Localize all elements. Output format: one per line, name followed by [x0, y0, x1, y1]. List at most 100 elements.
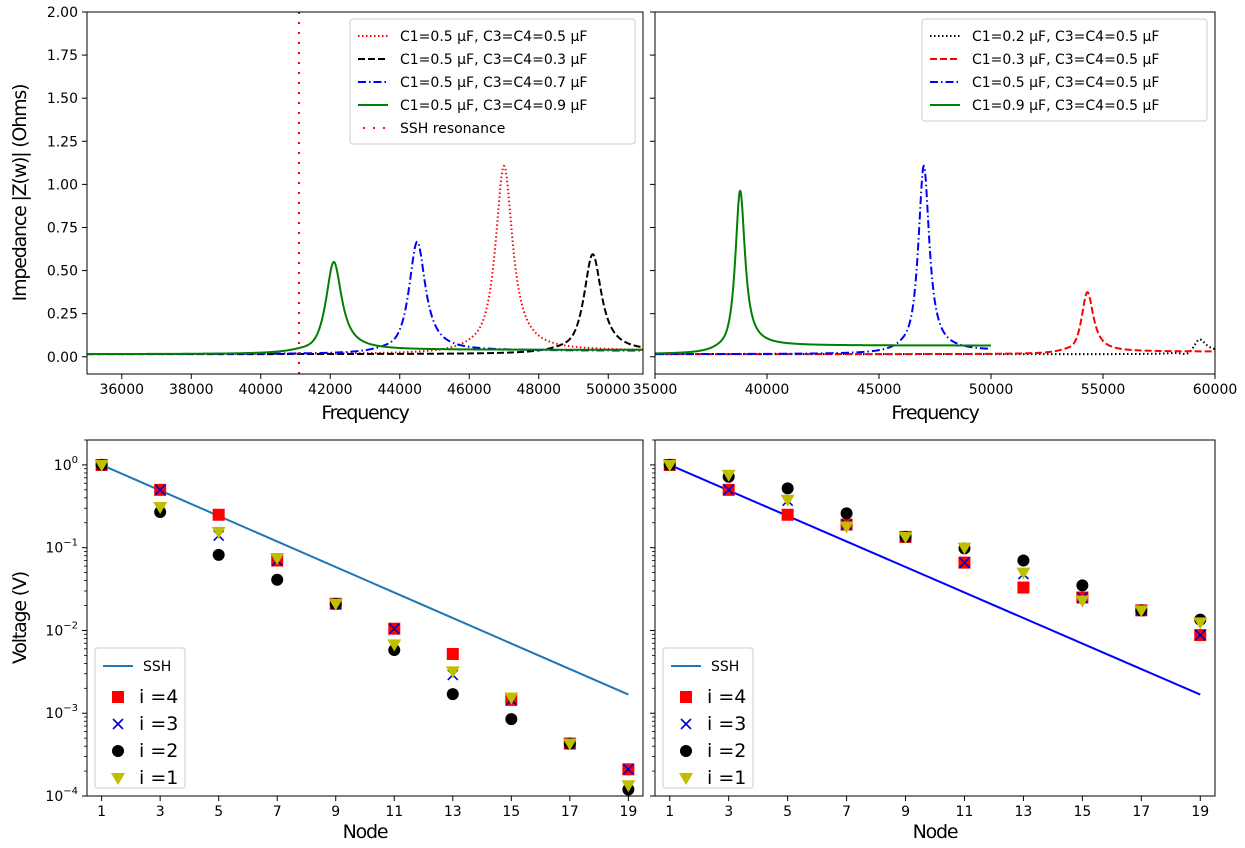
series-line-3 [655, 164, 992, 356]
legend-label: SSH [711, 659, 739, 675]
x-tick-label: 3 [724, 804, 733, 820]
data-point [839, 521, 854, 534]
data-point [622, 763, 634, 775]
x-tick-label: 19 [1191, 804, 1209, 820]
data-point [1134, 605, 1149, 618]
legend-label: C1=0.9 μF, C3=C4=0.5 μF [972, 98, 1160, 114]
data-point [1016, 567, 1031, 580]
legend-label: C1=0.5 μF, C3=C4=0.3 μF [400, 52, 588, 68]
ssh-line [101, 463, 629, 696]
data-point [1076, 579, 1089, 592]
x-tick-label: 42000 [308, 382, 353, 398]
legend-label: i =2 [139, 740, 178, 762]
data-point [212, 548, 225, 561]
x-tick-label: 15 [1073, 804, 1091, 820]
y-tick-label: 10−1 [45, 538, 78, 557]
y-tick-label: 2.00 [47, 5, 78, 21]
legend-marker [112, 745, 124, 757]
data-point [1017, 581, 1030, 594]
legend-label: SSH [143, 659, 171, 675]
legend-label: i =3 [139, 713, 178, 735]
legend-marker [111, 773, 125, 785]
x-tick-label: 35000 [633, 382, 678, 398]
x-tick-label: 46000 [447, 382, 492, 398]
y-tick-label: 0.25 [47, 307, 78, 323]
plot-frame [654, 439, 1216, 797]
y-tick-base: 10 [45, 789, 63, 805]
data-point [562, 738, 577, 751]
x-tick-label: 19 [619, 804, 637, 820]
data-point [781, 482, 794, 495]
data-point [781, 508, 794, 521]
legend-swatch-dot [362, 126, 366, 130]
legend-marker [679, 773, 693, 785]
data-point [445, 666, 460, 679]
legend-label: SSH resonance [400, 121, 505, 137]
x-tick-label: 17 [1132, 804, 1150, 820]
legend-label: i =4 [707, 686, 746, 708]
x-tick-label: 11 [385, 804, 403, 820]
legend: C1=0.5 μF, C3=C4=0.5 μF C1=0.5 μF, C3=C4=… [349, 18, 636, 145]
data-point [154, 484, 166, 496]
y-tick-exponent: 0 [72, 455, 78, 466]
y-tick-exponent: −4 [63, 786, 78, 797]
y-tick-exponent: −3 [63, 703, 78, 714]
data-point [94, 459, 109, 472]
legend-box [921, 18, 1208, 122]
plot-frame [86, 11, 644, 375]
legend-label: C1=0.5 μF, C3=C4=0.7 μF [400, 75, 588, 91]
data-point [721, 469, 736, 482]
legend-marker [680, 745, 692, 757]
x-tick-label: 7 [842, 804, 851, 820]
x-axis-label: Frequency [891, 402, 979, 424]
legend-label: C1=0.3 μF, C3=C4=0.5 μF [972, 52, 1160, 68]
data-point [211, 526, 226, 539]
panel-top-right: 35000 40000 45000 50000 55000 60000 Frequency C… [633, 11, 1237, 424]
y-tick-label: 1.75 [47, 48, 78, 64]
y-tick-base: 10 [54, 458, 72, 474]
y-axis-label: Impedance |Z(w)| (Ohms) [9, 85, 31, 302]
legend-label: i =3 [707, 713, 746, 735]
x-tick-label: 50000 [969, 382, 1014, 398]
data-point [504, 692, 519, 705]
data-point [957, 542, 972, 555]
x-tick-label: 40000 [745, 382, 790, 398]
legend: SSH i =4 i =3 i =2 i =1 [94, 647, 186, 789]
data-point [387, 639, 402, 652]
legend-label: i =1 [707, 767, 746, 789]
y-tick-exponent: −1 [63, 538, 78, 549]
y-tick-label: 10−4 [45, 786, 78, 805]
legend-marker [112, 691, 124, 703]
series-line-2 [87, 253, 643, 356]
y-tick-label: 0.75 [47, 220, 78, 236]
y-tick-base: 10 [45, 706, 63, 722]
y-tick-label: 1.50 [47, 91, 78, 107]
y-tick-label: 0.50 [47, 264, 78, 280]
x-tick-label: 15 [502, 804, 520, 820]
legend-label: i =1 [139, 767, 178, 789]
plot-frame [86, 439, 644, 797]
scatter-series-1 [663, 458, 1207, 642]
series-line-3 [87, 240, 643, 356]
y-tick-base: 10 [45, 541, 63, 557]
x-tick-label: 1 [97, 804, 106, 820]
y-tick-base: 10 [45, 623, 63, 639]
data-point [212, 508, 225, 521]
data-point [1194, 629, 1206, 641]
data-point [505, 713, 518, 726]
legend-marker [112, 718, 124, 730]
legend: C1=0.2 μF, C3=C4=0.5 μF C1=0.3 μF, C3=C4=… [921, 18, 1208, 122]
y-tick-label: 1.00 [47, 177, 78, 193]
scatter-series-4 [94, 459, 636, 793]
legend-marker [680, 691, 692, 703]
x-tick-label: 36000 [99, 382, 144, 398]
data-point [328, 598, 343, 611]
legend-label: i =2 [707, 740, 746, 762]
x-axis-label: Node [913, 821, 958, 843]
data-point [840, 507, 853, 520]
x-axis-label: Frequency [321, 402, 409, 424]
x-tick-label: 7 [273, 804, 282, 820]
legend-label: C1=0.2 μF, C3=C4=0.5 μF [972, 29, 1160, 45]
panel-top-left: 36000 38000 40000 42000 44000 46000 48000 50000… [9, 5, 644, 424]
